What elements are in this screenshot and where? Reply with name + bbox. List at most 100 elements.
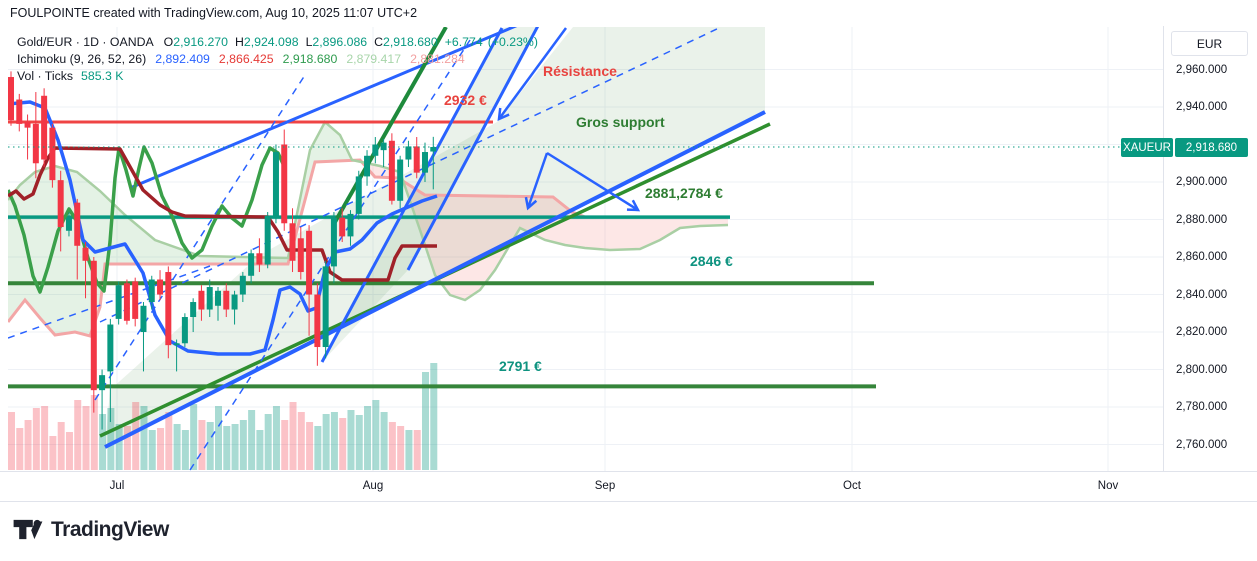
gros-support-text[interactable]: Gros support: [576, 114, 665, 130]
candle-body: [198, 290, 205, 310]
candle-body: [8, 77, 14, 121]
price-tick: 2,780.000: [1176, 401, 1228, 414]
candle-body: [248, 253, 255, 276]
candle-body: [239, 275, 246, 295]
dashed-shallow-left: [8, 265, 211, 339]
candle-body: [314, 294, 321, 348]
legend-value: 2,892.409: [155, 52, 210, 66]
candle-body: [57, 180, 64, 228]
volume-bar: [388, 422, 396, 470]
legend-value: +6.774: [444, 35, 483, 49]
volume-bar: [364, 406, 372, 470]
price-tick: 2,880.000: [1176, 213, 1228, 226]
legend-value: Vol · Ticks: [17, 69, 74, 83]
candle-body: [115, 285, 122, 319]
level-2881-text[interactable]: 2881,2784 €: [645, 185, 723, 201]
legend-value: 2,918.680: [282, 52, 338, 66]
arrow-to-resistance: [497, 27, 568, 120]
volume-bar: [206, 422, 214, 470]
volume-bar: [413, 430, 421, 470]
steep-line-1: [320, 27, 504, 363]
candle-body: [339, 217, 346, 237]
legend-value: L: [305, 35, 313, 49]
legend-value: 585.3 K: [81, 69, 124, 83]
volume-bar: [339, 418, 347, 470]
price-tick: 2,840.000: [1176, 288, 1228, 301]
candle-body: [107, 324, 114, 372]
volume-bar: [422, 372, 429, 470]
candle-body: [405, 146, 412, 160]
candle-body: [82, 247, 89, 261]
volume-bar: [49, 436, 57, 470]
volume-bar: [65, 432, 73, 470]
volume-bar: [90, 395, 98, 470]
volume-bar: [132, 402, 140, 470]
big-band-area: [105, 27, 765, 447]
resistance-text[interactable]: Résistance: [543, 63, 617, 79]
legend-value: 2,924.098: [243, 35, 299, 49]
legend-volume: Vol · Ticks 585.3 K: [17, 69, 123, 83]
candle-body: [181, 317, 188, 344]
candle-body: [306, 230, 313, 295]
last-price-badge: 2,918.680: [1175, 138, 1248, 157]
currency-button[interactable]: EUR: [1171, 31, 1248, 56]
tradingview-logo[interactable]: TradingView: [12, 516, 169, 543]
candle-body: [231, 294, 238, 310]
time-axis[interactable]: Jul Aug Sep Oct Nov: [0, 471, 1257, 502]
volume-bar: [157, 428, 165, 470]
volume-bar: [24, 420, 32, 470]
candle-body: [16, 99, 23, 124]
candle-body: [190, 302, 197, 318]
legend-value: H: [234, 35, 244, 49]
steep-line-2: [406, 27, 540, 271]
volume-bar: [41, 406, 49, 470]
time-tick-jul: Jul: [109, 480, 125, 492]
candle-body: [90, 260, 97, 391]
candle-body: [380, 142, 387, 151]
chikou-line: [8, 145, 287, 294]
candle-body: [165, 272, 172, 346]
symbol-price-badge: XAUEUR: [1121, 138, 1173, 157]
legend-value: C: [374, 35, 384, 49]
time-tick-nov: Nov: [1097, 480, 1119, 492]
volume-bar: [148, 430, 156, 470]
volume-bar: [74, 400, 82, 470]
volume-bar: [239, 420, 247, 470]
volume-bar: [32, 408, 40, 470]
legend-value: 2,879.417: [346, 52, 402, 66]
volume-bar: [99, 414, 107, 470]
volume-bar: [306, 422, 314, 470]
level-2932-text[interactable]: 2932 €: [444, 92, 487, 108]
candle-body: [413, 146, 420, 173]
volume-bar: [322, 414, 330, 470]
volume-bar: [223, 426, 231, 470]
legend-symbol-ohlc: Gold/EUR · 1D · OANDA O2,916.270 H2,924.09…: [17, 35, 538, 49]
dashed-shallow-long: [99, 27, 722, 323]
price-tick: 2,900.000: [1176, 176, 1228, 189]
time-tick-oct: Oct: [843, 480, 861, 492]
candle-body: [364, 155, 371, 177]
level-2846-text[interactable]: 2846 €: [690, 253, 733, 269]
price-axis[interactable]: 2,960.000 2,940.000 2,900.000 2,880.000 2,86…: [1163, 26, 1257, 500]
volume-bar: [140, 406, 148, 470]
candle-body: [322, 266, 329, 348]
volume-bar: [248, 410, 256, 470]
level-2791-text[interactable]: 2791 €: [499, 358, 542, 374]
senkou-b-line: [8, 158, 728, 338]
candle-body: [157, 279, 164, 295]
volume-bar: [272, 406, 280, 470]
candle-body: [397, 159, 404, 201]
tradingview-logo-text: TradingView: [51, 517, 169, 541]
volume-bar: [215, 406, 222, 470]
candle-body: [223, 290, 230, 310]
volume-bar: [347, 410, 355, 470]
candle-body: [65, 217, 72, 231]
candle-body: [430, 147, 437, 152]
volume-bar: [397, 426, 405, 470]
volume-bar: [355, 415, 363, 470]
candle-body: [272, 152, 279, 216]
candle-body: [215, 290, 221, 306]
candle-body: [297, 238, 304, 273]
